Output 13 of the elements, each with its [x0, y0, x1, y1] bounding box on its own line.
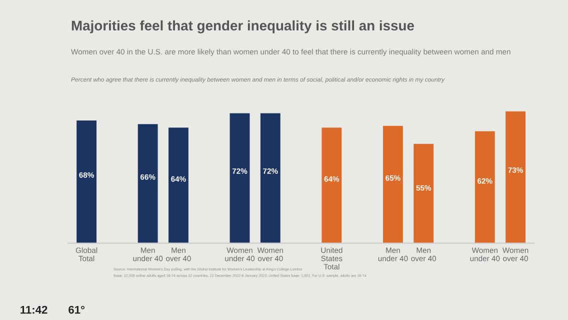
bar — [474, 131, 495, 244]
text: 11:42 — [20, 306, 48, 314]
bar — [76, 120, 97, 244]
bar — [260, 113, 280, 244]
bar — [322, 128, 342, 244]
bar — [383, 126, 403, 244]
chart-title: Majorities feel that gender inequality is still an issue — [72, 20, 414, 34]
text: 61° — [68, 306, 84, 314]
bar — [230, 113, 250, 244]
bar — [138, 124, 158, 244]
bar — [414, 144, 434, 244]
bar — [506, 111, 526, 244]
bar — [168, 128, 188, 244]
